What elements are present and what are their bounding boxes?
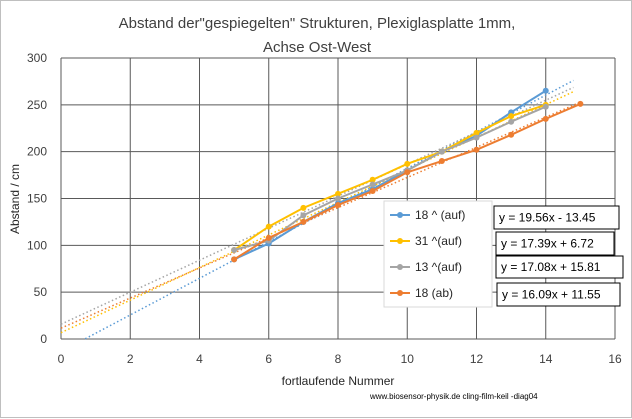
trendline-equations: y = 19.56x - 13.45 y = 17.39x + 6.72 y = 1…	[493, 205, 624, 307]
data-point	[231, 247, 238, 254]
legend-label: 18 ^ (auf)	[415, 208, 465, 222]
data-point	[542, 87, 549, 94]
series-line-1	[233, 103, 547, 251]
series-line-2	[233, 105, 547, 251]
y-tick-label: 50	[34, 285, 48, 299]
y-axis-label: Abstand / cm	[8, 164, 22, 234]
data-point	[369, 181, 376, 188]
data-point	[300, 218, 307, 225]
x-tick-label: 14	[539, 352, 553, 366]
legend: 18 ^ (auf) 31 ^(auf) 13 ^(auf) 18 (ab)	[383, 200, 493, 308]
trendline-3	[60, 101, 581, 329]
data-point	[231, 256, 238, 263]
equation-box	[495, 255, 624, 279]
chart-title-line-1: Abstand der"gespiegelten" Strukturen, Pl…	[119, 15, 516, 32]
x-tick-label: 2	[127, 352, 134, 366]
data-point	[335, 195, 341, 202]
y-tick-label: 150	[27, 192, 47, 206]
y-tick-label: 200	[27, 145, 47, 159]
data-point	[404, 160, 411, 167]
trendline-equation: y = 17.39x + 6.72	[501, 237, 594, 251]
data-point	[335, 190, 341, 197]
data-point	[508, 131, 515, 138]
data-point	[473, 129, 480, 136]
trendline-equation: y = 19.56x - 13.45	[499, 211, 596, 225]
equation-box	[495, 231, 615, 256]
data-point	[265, 223, 272, 230]
x-tick-label: 16	[608, 352, 622, 366]
y-tick-label: 100	[27, 238, 47, 252]
x-tick-label: 0	[58, 352, 65, 366]
tick-labels: 0 50 100 150 200 250 300 0 2 4 6 8 10 12 14 16	[27, 51, 622, 366]
data-point	[542, 103, 549, 110]
data-point	[508, 113, 515, 120]
equation-box	[496, 282, 621, 307]
data-point	[438, 148, 445, 155]
legend-swatch-marker	[397, 238, 403, 244]
data-point	[438, 158, 445, 165]
legend-label: 31 ^(auf)	[415, 234, 462, 248]
data-point	[369, 176, 376, 183]
legend-swatch-marker	[397, 212, 403, 218]
x-tick-label: 4	[196, 352, 203, 366]
data-point	[508, 118, 515, 125]
data-point	[265, 234, 272, 241]
data-point	[473, 134, 480, 141]
x-tick-label: 6	[265, 352, 272, 366]
y-tick-label: 250	[27, 98, 47, 112]
x-tick-label: 8	[335, 352, 342, 366]
data-point	[577, 100, 584, 107]
equation-box	[493, 205, 620, 230]
legend-box	[383, 200, 493, 308]
chart-title-line-2: Achse Ost-West	[263, 39, 372, 56]
data-point	[300, 204, 307, 211]
y-tick-label: 300	[27, 51, 47, 65]
trendline-equation: y = 17.08x + 15.81	[501, 260, 601, 274]
trendline-equation: y = 16.09x + 11.55	[502, 288, 601, 302]
x-axis-label: fortlaufende Nummer	[282, 374, 395, 388]
data-point	[300, 212, 307, 219]
data-point	[473, 146, 480, 153]
y-tick-label: 0	[40, 332, 47, 346]
data-point	[542, 115, 549, 122]
legend-swatch-marker	[397, 290, 403, 296]
data-point	[369, 188, 376, 195]
x-tick-label: 10	[401, 352, 415, 366]
data-point	[404, 169, 411, 176]
legend-swatch-marker	[397, 264, 403, 270]
data-series	[231, 87, 584, 263]
legend-label: 13 ^(auf)	[415, 260, 462, 274]
credit-text: www.biosensor-physik.de cling-film-keil …	[369, 392, 538, 401]
x-tick-label: 12	[470, 352, 484, 366]
data-point	[335, 202, 341, 209]
legend-label: 18 (ab)	[415, 286, 453, 300]
